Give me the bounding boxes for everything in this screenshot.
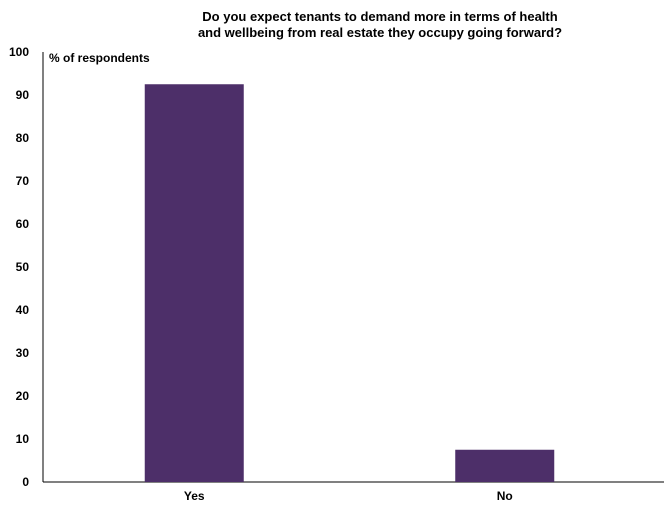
y-tick-label: 10 bbox=[16, 432, 30, 446]
bar-no bbox=[455, 449, 555, 482]
y-tick-label: 50 bbox=[16, 260, 30, 274]
bars bbox=[144, 84, 555, 482]
y-tick-label: 80 bbox=[16, 131, 30, 145]
y-tick-label: 30 bbox=[16, 346, 30, 360]
y-tick-label: 70 bbox=[16, 174, 30, 188]
y-tick-label: 0 bbox=[22, 475, 29, 489]
labels: 0 10 20 30 40 50 60 70 80 90 100 % of respondents Ye… bbox=[9, 45, 513, 503]
chart-title-line-2: and wellbeing from real estate they occu… bbox=[197, 25, 563, 40]
chart-title-line-1: Do you expect tenants to demand more in … bbox=[202, 9, 558, 24]
y-tick-label: 60 bbox=[16, 217, 30, 231]
chart-title: Do you expect tenants to demand more in … bbox=[150, 9, 610, 41]
y-axis-label: % of respondents bbox=[49, 51, 150, 65]
y-tick-label: 40 bbox=[16, 303, 30, 317]
bar-yes bbox=[144, 84, 244, 482]
y-tick-label: 20 bbox=[16, 389, 30, 403]
axes bbox=[42, 52, 664, 483]
x-category-label: No bbox=[497, 489, 513, 503]
x-category-label: Yes bbox=[184, 489, 205, 503]
y-tick-label: 90 bbox=[16, 88, 30, 102]
y-tick-label: 100 bbox=[9, 45, 29, 59]
